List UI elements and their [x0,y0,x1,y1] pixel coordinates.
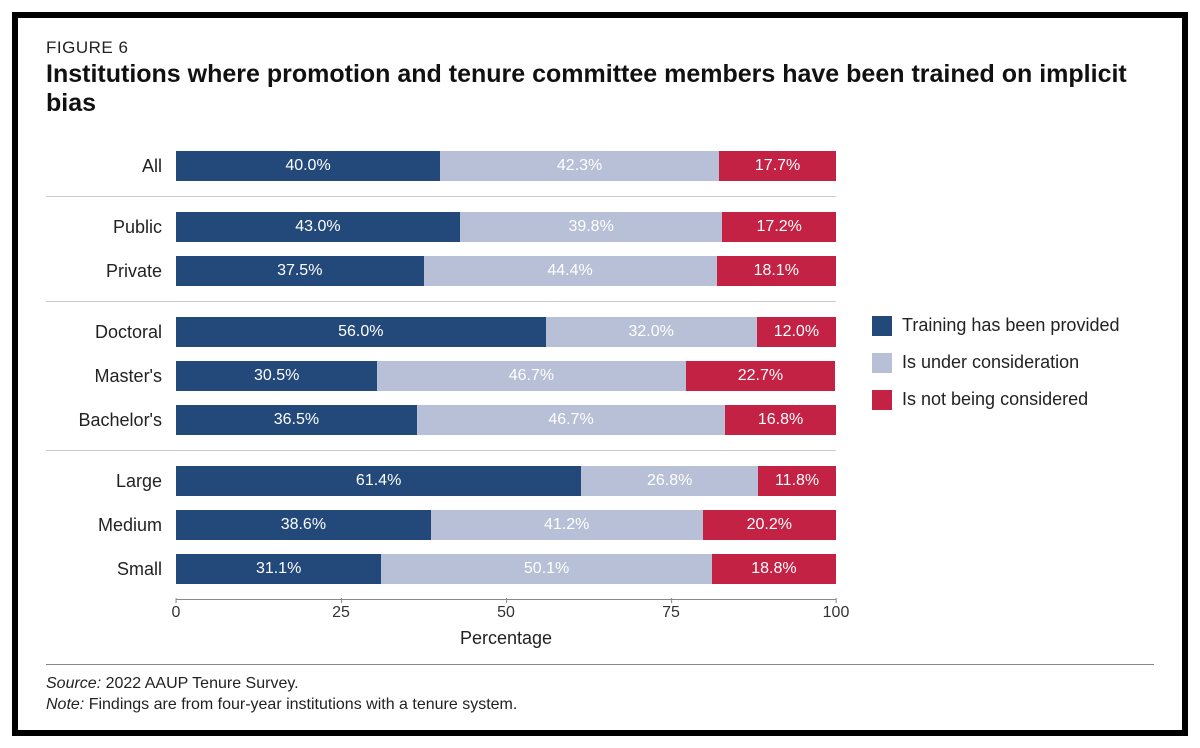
chart-body: All40.0%42.3%17.7%Public43.0%39.8%17.2%P… [46,136,836,650]
bar-row: Small31.1%50.1%18.8% [46,547,836,591]
chart-area: All40.0%42.3%17.7%Public43.0%39.8%17.2%P… [46,136,1154,650]
note-text: Findings are from four-year institutions… [84,696,517,713]
source-label: Source: [46,675,101,692]
stacked-bar: 36.5%46.7%16.8% [176,405,836,435]
bar-segment-not: 22.7% [686,361,836,391]
bar-segment-not: 18.1% [717,256,836,286]
stacked-bar: 38.6%41.2%20.2% [176,510,836,540]
category-label: Small [46,559,176,580]
bar-segment-not: 20.2% [703,510,836,540]
legend-label: Training has been provided [902,315,1119,336]
x-axis-label: Percentage [176,628,836,649]
x-tick: 25 [332,604,350,622]
bar-segment-provided: 31.1% [176,554,381,584]
bar-segment-not: 16.8% [725,405,836,435]
category-label: All [46,156,176,177]
stacked-bar: 30.5%46.7%22.7% [176,361,836,391]
bar-row: Public43.0%39.8%17.2% [46,205,836,249]
bar-row: Large61.4%26.8%11.8% [46,459,836,503]
legend-item: Training has been provided [872,315,1154,336]
bar-segment-provided: 36.5% [176,405,417,435]
bar-segment-considered: 41.2% [431,510,703,540]
bar-row: Private37.5%44.4%18.1% [46,249,836,293]
bar-segment-considered: 46.7% [417,405,725,435]
legend-swatch [872,353,892,373]
bar-row: Bachelor's36.5%46.7%16.8% [46,398,836,442]
category-label: Public [46,217,176,238]
note-line: Note: Findings are from four-year instit… [46,694,1154,716]
stacked-bar: 61.4%26.8%11.8% [176,466,836,496]
bars-region: All40.0%42.3%17.7%Public43.0%39.8%17.2%P… [46,136,836,650]
note-label: Note: [46,696,84,713]
bar-row: Doctoral56.0%32.0%12.0% [46,310,836,354]
stacked-bar: 43.0%39.8%17.2% [176,212,836,242]
bar-segment-considered: 46.7% [377,361,685,391]
bar-group: Public43.0%39.8%17.2%Private37.5%44.4%18… [46,196,836,301]
bar-row: All40.0%42.3%17.7% [46,144,836,188]
x-tick: 0 [172,604,181,622]
category-label: Private [46,261,176,282]
bar-row: Medium38.6%41.2%20.2% [46,503,836,547]
stacked-bar: 56.0%32.0%12.0% [176,317,836,347]
bar-segment-not: 11.8% [758,466,836,496]
bar-segment-considered: 42.3% [440,151,719,181]
bar-segment-provided: 56.0% [176,317,546,347]
bar-segment-considered: 50.1% [381,554,712,584]
source-line: Source: 2022 AAUP Tenure Survey. [46,673,1154,695]
bar-group: Doctoral56.0%32.0%12.0%Master's30.5%46.7… [46,301,836,450]
x-tick: 50 [497,604,515,622]
bar-row: Master's30.5%46.7%22.7% [46,354,836,398]
bar-segment-considered: 39.8% [460,212,723,242]
bar-segment-provided: 37.5% [176,256,424,286]
figure-frame: FIGURE 6 Institutions where promotion an… [12,12,1188,736]
legend-item: Is not being considered [872,389,1154,410]
figure-footer: Source: 2022 AAUP Tenure Survey. Note: F… [46,664,1154,716]
stacked-bar: 37.5%44.4%18.1% [176,256,836,286]
x-axis-ticks: 0255075100 [176,600,836,624]
category-label: Bachelor's [46,410,176,431]
bar-group: All40.0%42.3%17.7% [46,136,836,196]
legend-swatch [872,390,892,410]
bar-segment-provided: 38.6% [176,510,431,540]
legend-swatch [872,316,892,336]
x-tick: 100 [823,604,850,622]
bar-segment-not: 12.0% [757,317,836,347]
bar-segment-provided: 61.4% [176,466,581,496]
bar-segment-not: 18.8% [712,554,836,584]
legend: Training has been provided Is under consi… [836,136,1154,650]
bar-segment-provided: 43.0% [176,212,460,242]
bar-segment-not: 17.2% [722,212,836,242]
stacked-bar: 40.0%42.3%17.7% [176,151,836,181]
bar-group: Large61.4%26.8%11.8%Medium38.6%41.2%20.2… [46,450,836,599]
legend-label: Is under consideration [902,352,1079,373]
bar-segment-considered: 26.8% [581,466,758,496]
bar-segment-not: 17.7% [719,151,836,181]
category-label: Medium [46,515,176,536]
bar-segment-considered: 32.0% [546,317,757,347]
bar-segment-provided: 40.0% [176,151,440,181]
figure-label: FIGURE 6 [46,38,1154,58]
figure-title: Institutions where promotion and tenure … [46,60,1154,118]
legend-label: Is not being considered [902,389,1088,410]
x-tick: 75 [662,604,680,622]
category-label: Large [46,471,176,492]
stacked-bar: 31.1%50.1%18.8% [176,554,836,584]
source-text: 2022 AAUP Tenure Survey. [101,675,298,692]
bar-segment-considered: 44.4% [424,256,717,286]
legend-item: Is under consideration [872,352,1154,373]
category-label: Doctoral [46,322,176,343]
category-label: Master's [46,366,176,387]
bar-segment-provided: 30.5% [176,361,377,391]
